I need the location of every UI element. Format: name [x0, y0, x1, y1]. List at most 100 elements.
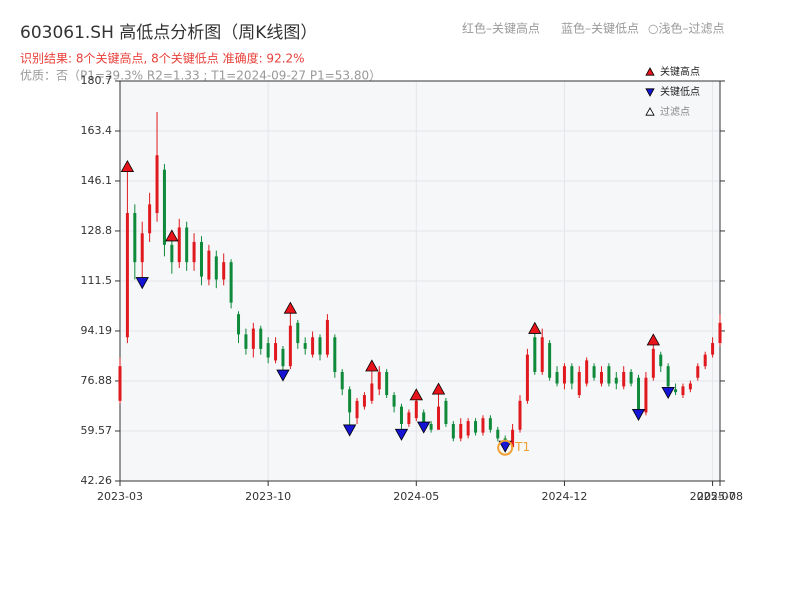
y-tick-label: 180.7 — [81, 74, 113, 87]
candle-body — [488, 418, 492, 430]
candle-body — [585, 360, 589, 384]
candle-body — [370, 383, 374, 401]
x-tick-label: 2023-03 — [97, 490, 143, 503]
candle-body — [207, 250, 211, 280]
candle-body — [333, 337, 337, 372]
candle-body — [592, 366, 596, 378]
candle-body — [533, 337, 537, 372]
candle-body — [622, 371, 626, 387]
candle-body — [348, 389, 352, 413]
candle-body — [385, 371, 389, 396]
x-tick-label: 2023-10 — [245, 490, 291, 503]
candle-body — [599, 371, 603, 384]
candle-body — [170, 244, 174, 263]
header-note: ○浅色–过滤点 — [648, 22, 724, 36]
candle-body — [340, 371, 344, 390]
high-marker — [528, 321, 542, 334]
candle-body — [444, 400, 448, 424]
candle-body — [718, 322, 722, 344]
candle-body — [185, 227, 189, 263]
candle-body — [237, 314, 241, 335]
low-marker — [342, 424, 357, 437]
candle-body — [429, 423, 433, 430]
candle-body — [474, 421, 478, 433]
candle-body — [651, 348, 655, 378]
candle-body — [696, 366, 700, 378]
candle-body — [681, 386, 685, 396]
high-marker — [120, 159, 135, 173]
candle-body — [407, 412, 411, 424]
candle-body — [629, 371, 633, 384]
candle-body — [362, 395, 366, 407]
candle-body — [281, 348, 285, 367]
candle-body — [548, 343, 552, 378]
candle-body — [162, 169, 166, 245]
candle-body — [637, 377, 641, 413]
candle-body — [614, 377, 618, 384]
filtered-point — [497, 439, 514, 456]
legend-label: 关键高点 — [660, 65, 700, 78]
candle-body — [555, 371, 559, 384]
candle-body — [303, 343, 307, 349]
header-note: 蓝色–关键低点 — [561, 22, 639, 36]
candle-body — [540, 337, 544, 372]
candle-body — [155, 155, 159, 214]
y-tick-label: 42.26 — [81, 474, 113, 487]
high-marker — [646, 333, 661, 346]
candle-body — [199, 241, 203, 277]
candle-body — [148, 204, 152, 234]
x-tick-label: 2025-07 — [690, 490, 736, 503]
candle-body — [414, 400, 418, 419]
legend-label: 过滤点 — [660, 105, 690, 118]
candle-body — [451, 423, 455, 439]
candle-body — [644, 377, 648, 413]
y-tick-label: 59.57 — [81, 424, 113, 437]
candle-body — [125, 213, 129, 338]
y-tick-label: 146.1 — [81, 174, 113, 187]
candle-body — [422, 412, 426, 424]
candle-body — [259, 328, 263, 349]
chart-title: 603061.SH 高低点分析图（周K线图） — [20, 23, 317, 43]
candle-body — [703, 354, 707, 367]
legend-label: 关键低点 — [660, 85, 700, 98]
high-marker — [409, 388, 423, 401]
candle-body — [274, 343, 278, 361]
low-marker — [661, 386, 675, 400]
candle-body — [437, 406, 441, 430]
candle-body — [140, 233, 144, 263]
y-tick-label: 111.5 — [81, 274, 113, 287]
high-marker — [165, 229, 179, 242]
candle-body — [318, 337, 322, 355]
y-tick-label: 163.4 — [81, 124, 113, 137]
low-marker — [135, 277, 149, 290]
candle-body — [666, 366, 670, 387]
candle-body — [607, 366, 611, 384]
chart-subtitle: 识别结果: 8个关键高点, 8个关键低点 准确度: 92.2% — [20, 51, 305, 66]
candle-body — [251, 328, 255, 349]
y-tick-label: 128.8 — [81, 224, 113, 237]
header-note: 红色–关键高点 — [462, 21, 540, 36]
candle-body — [392, 395, 396, 407]
candle-body — [577, 371, 581, 396]
high-marker — [283, 301, 298, 314]
x-tick-label: 2024-12 — [541, 490, 587, 503]
chart-note: 优质：否（P1=39.3% R2=1.33 ; T1=2024-09-27 P1… — [20, 69, 381, 83]
candle-body — [377, 371, 381, 390]
candle-body — [511, 429, 515, 448]
x-tick-label: 2024-05 — [393, 490, 439, 503]
candle-body — [518, 400, 522, 430]
low-marker — [631, 408, 646, 421]
candle-body — [325, 319, 329, 355]
candle-body — [118, 366, 122, 401]
candle-body — [214, 256, 218, 280]
candle-body — [288, 325, 292, 367]
low-marker — [417, 421, 431, 434]
candle-body — [244, 334, 248, 349]
low-marker — [394, 428, 409, 441]
candle-body — [459, 423, 463, 439]
y-tick-label: 94.19 — [81, 324, 113, 337]
candle-body — [570, 366, 574, 384]
candle-body — [659, 354, 663, 367]
candle-body — [222, 262, 226, 280]
